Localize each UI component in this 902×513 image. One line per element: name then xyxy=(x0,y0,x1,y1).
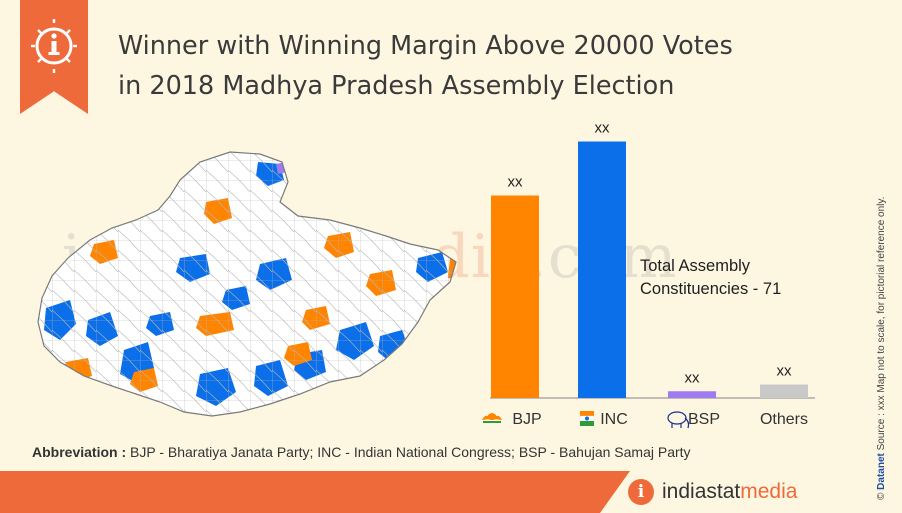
note-line-2: Constituencies - 71 xyxy=(640,280,782,298)
district-borders xyxy=(38,152,456,416)
brand-part-1: indiastat xyxy=(662,480,741,503)
source-text: Source : xxx Map not to scale, for picto… xyxy=(876,196,887,454)
value-label-bsp: xx xyxy=(685,369,701,386)
category-label-bsp: BSP xyxy=(688,411,720,428)
value-label-inc: xx xyxy=(595,120,611,137)
abbreviation-line: Abbreviation : BJP - Bharatiya Janata Pa… xyxy=(32,444,691,460)
brand-name: indiastatmedia xyxy=(662,480,797,504)
source-brand: Datanet xyxy=(876,453,887,490)
chart-title: Winner with Winning Margin Above 20000 V… xyxy=(118,26,858,106)
source-prefix: © xyxy=(876,489,887,500)
party-symbols xyxy=(482,411,690,429)
source-note: © Datanet Source : xxx Map not to scale,… xyxy=(876,197,887,500)
state-outline xyxy=(37,151,457,417)
bar-others xyxy=(760,384,808,398)
madhya-pradesh-map xyxy=(37,151,457,417)
bar-inc xyxy=(578,141,626,398)
total-constituencies-note: Total Assembly Constituencies - 71 xyxy=(640,255,781,301)
bar-bsp xyxy=(668,391,716,398)
brand-info-icon: i xyxy=(628,479,654,505)
title-line-2: in 2018 Madhya Pradesh Assembly Election xyxy=(118,71,675,101)
note-line-1: Total Assembly xyxy=(640,257,751,275)
category-label-others: Others xyxy=(760,411,808,428)
info-icon xyxy=(31,19,77,73)
category-labels: BJP INC BSP Others xyxy=(512,411,808,428)
hand-flag-icon xyxy=(579,411,595,426)
category-label-bjp: BJP xyxy=(512,411,541,428)
value-label-others: xx xyxy=(777,363,793,380)
elephant-icon xyxy=(667,411,690,429)
title-line-1: Winner with Winning Margin Above 20000 V… xyxy=(118,31,733,61)
bars xyxy=(491,141,808,398)
category-label-inc: INC xyxy=(600,411,628,428)
bar-chart: xx xx xx xx BJP INC BSP Others xyxy=(482,120,815,429)
value-labels: xx xx xx xx xyxy=(508,120,793,387)
brand-part-2: media xyxy=(740,480,798,503)
bar-bjp xyxy=(491,195,539,398)
abbreviation-label: Abbreviation : xyxy=(32,444,127,460)
brand-logo: i indiastatmedia xyxy=(628,476,797,508)
info-tab xyxy=(20,0,88,114)
value-label-bjp: xx xyxy=(508,174,524,191)
abbreviation-text: BJP - Bharatiya Janata Party; INC - Indi… xyxy=(126,444,691,460)
lotus-icon xyxy=(482,413,502,423)
